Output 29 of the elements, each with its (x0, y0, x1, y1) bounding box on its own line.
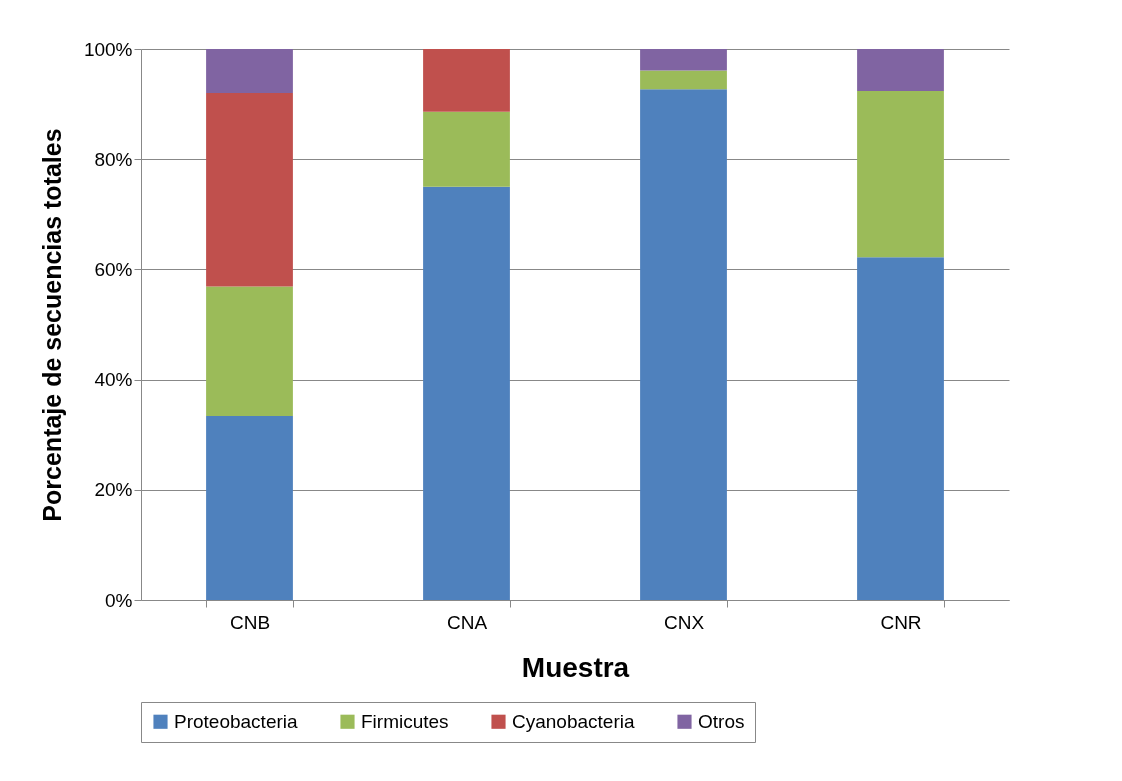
bar (206, 49, 293, 94)
bar (206, 415, 293, 600)
legend-label: Cyanobacteria (512, 710, 635, 732)
y-tick-label: 80% (94, 148, 133, 170)
legend-label: Proteobacteria (174, 710, 299, 732)
bar (857, 257, 944, 600)
y-tick-label: 0% (105, 589, 133, 611)
bar (423, 111, 510, 187)
y-tick-label: 20% (94, 479, 133, 501)
x-tick-label: CNB (229, 611, 271, 633)
bar (423, 49, 510, 112)
x-axis-title: Muestra (521, 651, 630, 683)
x-tick-label: CNA (446, 611, 488, 633)
bar (857, 49, 944, 91)
y-tick-label: 40% (94, 369, 133, 391)
legend-label: Otros (698, 710, 745, 732)
bar (206, 93, 293, 287)
bar (640, 70, 727, 90)
legend-label: Firmicutes (361, 710, 449, 732)
bar (423, 186, 510, 600)
y-tick-label: 100% (83, 38, 133, 60)
bar (640, 49, 727, 71)
y-tick-label: 60% (94, 258, 133, 280)
x-tick-label: CNX (663, 611, 705, 633)
x-tick-label: CNR (880, 611, 922, 633)
bar (206, 286, 293, 416)
bar (857, 90, 944, 258)
y-axis-title: Porcentaje de secuencias totales (37, 128, 66, 522)
bar (640, 89, 727, 600)
